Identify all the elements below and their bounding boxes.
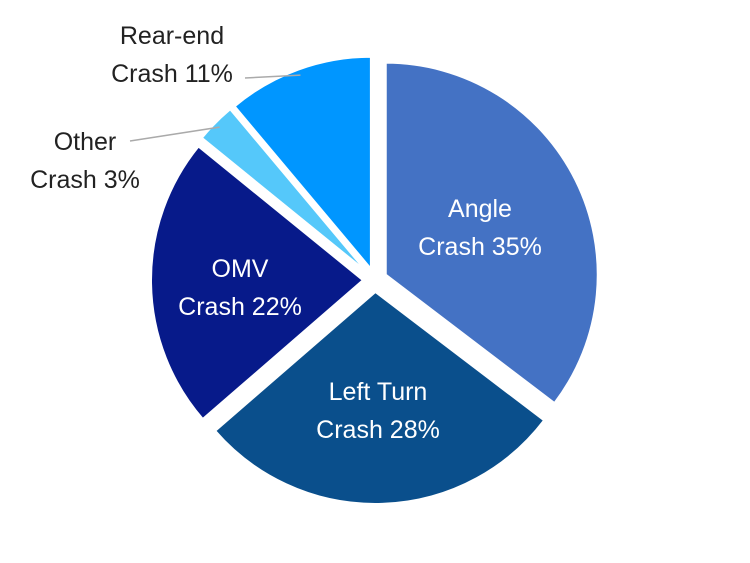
slice-label-left-turn-crash: Left Turn Crash 28% <box>316 378 440 444</box>
slice-label-line: Other <box>54 128 117 156</box>
slice-label-line: Crash 11% <box>111 60 233 88</box>
pie-slice-rear-end-crash <box>233 55 372 272</box>
leader-line-rear-end-crash <box>244 74 301 79</box>
slice-label-line: Left Turn <box>329 378 428 406</box>
slice-label-rear-end-crash: Rear-end Crash 11% <box>111 22 233 88</box>
slice-label-other-crash: Other Crash 3% <box>30 128 140 194</box>
slice-label-line: Crash 22% <box>178 293 302 321</box>
pie-slices <box>150 55 599 505</box>
pie-slice-omv-crash <box>150 145 365 421</box>
slice-label-line: Crash 3% <box>30 166 140 194</box>
pie-slice-other-crash <box>200 107 368 273</box>
slice-label-omv-crash: OMV Crash 22% <box>178 255 302 321</box>
slice-label-line: Angle <box>448 195 512 223</box>
slice-label-line: OMV <box>212 255 269 283</box>
slice-labels: Angle Crash 35% Left Turn Crash 28% OMV Crash… <box>30 22 542 444</box>
leader-line-other-crash <box>129 126 220 142</box>
leader-lines <box>129 74 301 142</box>
pie-slice-left-turn-crash <box>213 290 546 505</box>
slice-label-line: Rear-end <box>120 22 224 50</box>
pie-slice-angle-crash <box>384 61 599 405</box>
slice-label-line: Crash 35% <box>418 233 542 261</box>
slice-label-line: Crash 28% <box>316 416 440 444</box>
slice-label-angle-crash: Angle Crash 35% <box>418 195 542 261</box>
